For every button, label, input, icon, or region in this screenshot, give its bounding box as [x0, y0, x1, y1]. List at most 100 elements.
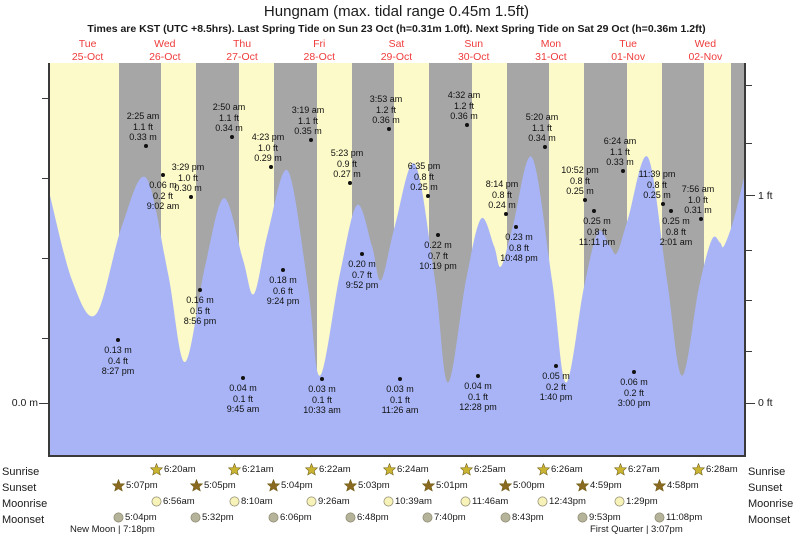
astro-label-sunrise-left: Sunrise	[2, 466, 40, 478]
tide-height-ft: 1.1 ft	[609, 146, 630, 157]
tide-high-annotation: 4:32 am 1.2 ft 0.36 m	[432, 90, 496, 122]
tide-high-marker	[387, 127, 391, 131]
tide-height-ft: 0.1 ft	[311, 394, 332, 405]
tide-high-marker	[543, 145, 547, 149]
moonset-entry-time: 8:43pm	[512, 512, 544, 523]
tide-height-m: 0.03 m	[308, 384, 336, 394]
moonset-entry-6: 9:53pm	[577, 512, 621, 523]
star-icon	[499, 479, 512, 492]
sunrise-entry-time: 6:24am	[397, 464, 429, 475]
tide-high-annotation: 2:25 am 1.1 ft 0.33 m	[111, 111, 175, 143]
moon-circle-icon	[654, 512, 665, 523]
tick-right-0	[745, 85, 752, 87]
moonrise-entry-6: 1:29pm	[614, 496, 658, 507]
tide-low-annotation: 0.20 m 0.7 ft 9:52 pm	[330, 259, 394, 291]
tide-high-annotation: 6:35 pm 0.8 ft 0.25 m	[392, 161, 456, 193]
tide-high-annotation: 3:19 am 1.1 ft 0.35 m	[276, 105, 340, 137]
tide-height-ft: 0.7 ft	[351, 269, 372, 280]
tide-time: 2:01 am	[659, 237, 693, 247]
tick-right-1	[745, 143, 752, 145]
page-title: Hungnam (max. tidal range 0.45m 1.5ft)	[263, 3, 530, 20]
moonrise-entry-4: 11:46am	[460, 496, 508, 507]
tide-height-ft: 0.8 ft	[413, 171, 434, 182]
tide-height-m: 0.33 m	[606, 157, 634, 167]
tide-high-marker	[269, 165, 273, 169]
tide-time: 9:02 am	[146, 201, 180, 211]
star-icon	[576, 479, 589, 492]
tide-height-m: 0.25 m	[410, 182, 438, 192]
tide-low-annotation: 0.23 m 0.8 ft 10:48 pm	[487, 232, 551, 264]
day-header-weekday: Sun	[464, 38, 484, 50]
sunset-entry-7: 4:58pm	[653, 479, 699, 492]
tide-low-marker	[161, 173, 165, 177]
tide-time: 3:29 pm	[171, 162, 205, 172]
tide-time: 5:23 pm	[330, 148, 364, 158]
tide-high-marker	[144, 144, 148, 148]
tide-low-marker	[476, 374, 480, 378]
day-header-02-nov: Wed 02-Nov	[667, 38, 744, 64]
sunrise-entry-4: 6:25am	[460, 463, 506, 476]
tide-low-marker	[592, 209, 596, 213]
day-header-01-nov: Tue 01-Nov	[590, 38, 667, 64]
tide-low-annotation: 0.03 m 0.1 ft 11:26 am	[368, 384, 432, 416]
sunset-entry-time: 4:59pm	[590, 480, 622, 491]
day-header-weekday: Thu	[233, 38, 252, 50]
moonset-entry-time: 5:04pm	[125, 512, 157, 523]
tide-height-ft: 1.0 ft	[257, 142, 278, 153]
tide-low-annotation: 0.25 m 0.8 ft 2:01 am	[644, 216, 708, 248]
tide-height-ft: 1.1 ft	[132, 121, 153, 132]
moonrise-entry-time: 9:26am	[318, 496, 350, 507]
moon-circle-icon	[268, 512, 279, 523]
tide-time: 12:28 pm	[459, 402, 497, 412]
tide-height-m: 0.33 m	[129, 132, 157, 142]
day-header-date: 28-Oct	[303, 51, 336, 63]
tide-height-ft: 0.8 ft	[646, 179, 667, 190]
tide-time: 8:27 pm	[101, 366, 135, 376]
tide-low-annotation: 0.05 m 0.2 ft 1:40 pm	[524, 371, 588, 403]
tide-low-marker	[360, 252, 364, 256]
tide-low-marker	[281, 268, 285, 272]
tide-height-m: 0.29 m	[254, 153, 282, 163]
tide-low-marker	[669, 209, 673, 213]
star-icon	[112, 479, 125, 492]
star-icon	[228, 463, 241, 476]
tide-height-ft: 1.1 ft	[297, 115, 318, 126]
star-icon	[614, 463, 627, 476]
tide-high-marker	[465, 123, 469, 127]
tide-time: 11:39 pm	[638, 169, 676, 179]
moon-circle-icon	[537, 496, 548, 507]
moonrise-entry-time: 8:10am	[241, 496, 273, 507]
tide-time: 4:23 pm	[251, 132, 285, 142]
tide-high-annotation: 3:29 pm 1.0 ft 0.30 m	[156, 162, 220, 194]
sunset-entry-time: 5:00pm	[513, 480, 545, 491]
tide-height-m: 0.25 m	[566, 186, 594, 196]
tide-high-annotation: 5:20 am 1.1 ft 0.34 m	[510, 112, 574, 144]
day-header-date: 31-Oct	[535, 51, 567, 63]
tide-low-annotation: 0.25 m 0.8 ft 11:11 pm	[565, 216, 629, 248]
tick-left-0	[42, 98, 49, 100]
page-subtitle: Times are KST (UTC +8.5hrs). Last Spring…	[87, 23, 706, 35]
moonrise-entry-time: 1:29pm	[626, 496, 658, 507]
tide-height-ft: 0.8 ft	[665, 226, 686, 237]
tide-time: 10:52 pm	[561, 165, 599, 175]
tick-right-5	[745, 351, 752, 353]
star-icon	[460, 463, 473, 476]
tide-height-m: 0.23 m	[505, 232, 533, 242]
moonset-entry-0: 5:04pm	[113, 512, 157, 523]
tide-height-ft: 1.0 ft	[177, 172, 198, 183]
sunset-entry-time: 5:01pm	[436, 480, 468, 491]
tide-low-annotation: 0.04 m 0.1 ft 12:28 pm	[446, 381, 510, 413]
tide-time: 10:48 pm	[500, 253, 538, 263]
tide-high-marker	[699, 217, 703, 221]
sunrise-entry-time: 6:26am	[551, 464, 583, 475]
axis-label-right-0ft: 0 ft	[758, 397, 773, 409]
tide-height-m: 0.16 m	[186, 295, 214, 305]
tide-height-m: 0.20 m	[348, 259, 376, 269]
tide-time: 2:50 am	[212, 102, 246, 112]
axis-left-line	[48, 63, 50, 456]
day-header-date: 02-Nov	[688, 51, 723, 63]
tide-height-ft: 0.2 ft	[545, 381, 566, 392]
tide-high-annotation: 3:53 am 1.2 ft 0.36 m	[354, 94, 418, 126]
tide-height-m: 0.27 m	[333, 169, 361, 179]
tide-time: 8:14 pm	[485, 179, 519, 189]
